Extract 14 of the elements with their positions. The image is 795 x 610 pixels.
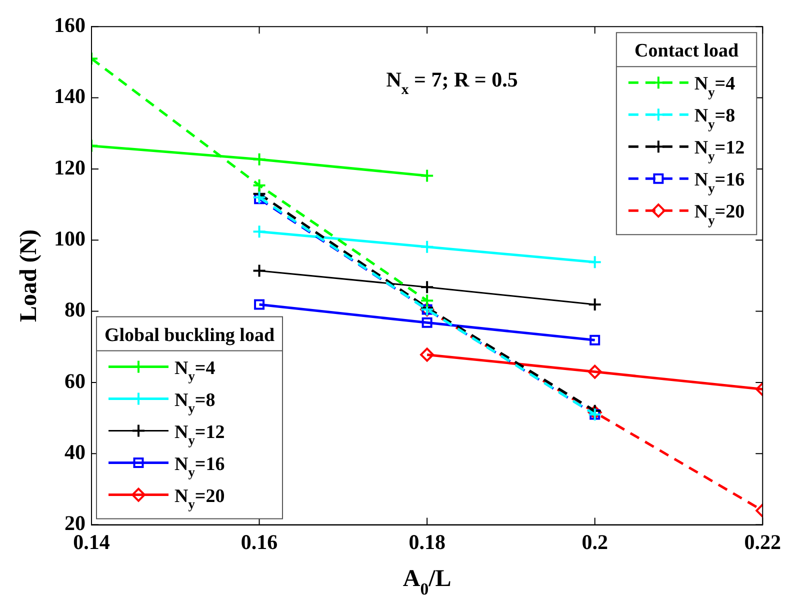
x-tick-label: 0.18 — [408, 530, 446, 554]
x-tick-label: 0.16 — [240, 530, 278, 554]
x-tick-label: 0.2 — [582, 530, 608, 554]
x-tick-label: 0.22 — [744, 530, 781, 554]
y-tick-label: 60 — [64, 368, 86, 393]
y-tick-label: 120 — [54, 155, 86, 180]
y-tick-label: 140 — [54, 84, 86, 108]
text: Global buckling load — [104, 324, 275, 346]
y-axis-title: Load (N) — [16, 229, 42, 322]
y-tick-label: 80 — [64, 298, 86, 322]
y-tick-label: 40 — [64, 440, 86, 464]
text: Contact load — [634, 40, 739, 62]
y-tick-label: 100 — [54, 226, 86, 251]
y-tick-label: 160 — [54, 13, 86, 38]
